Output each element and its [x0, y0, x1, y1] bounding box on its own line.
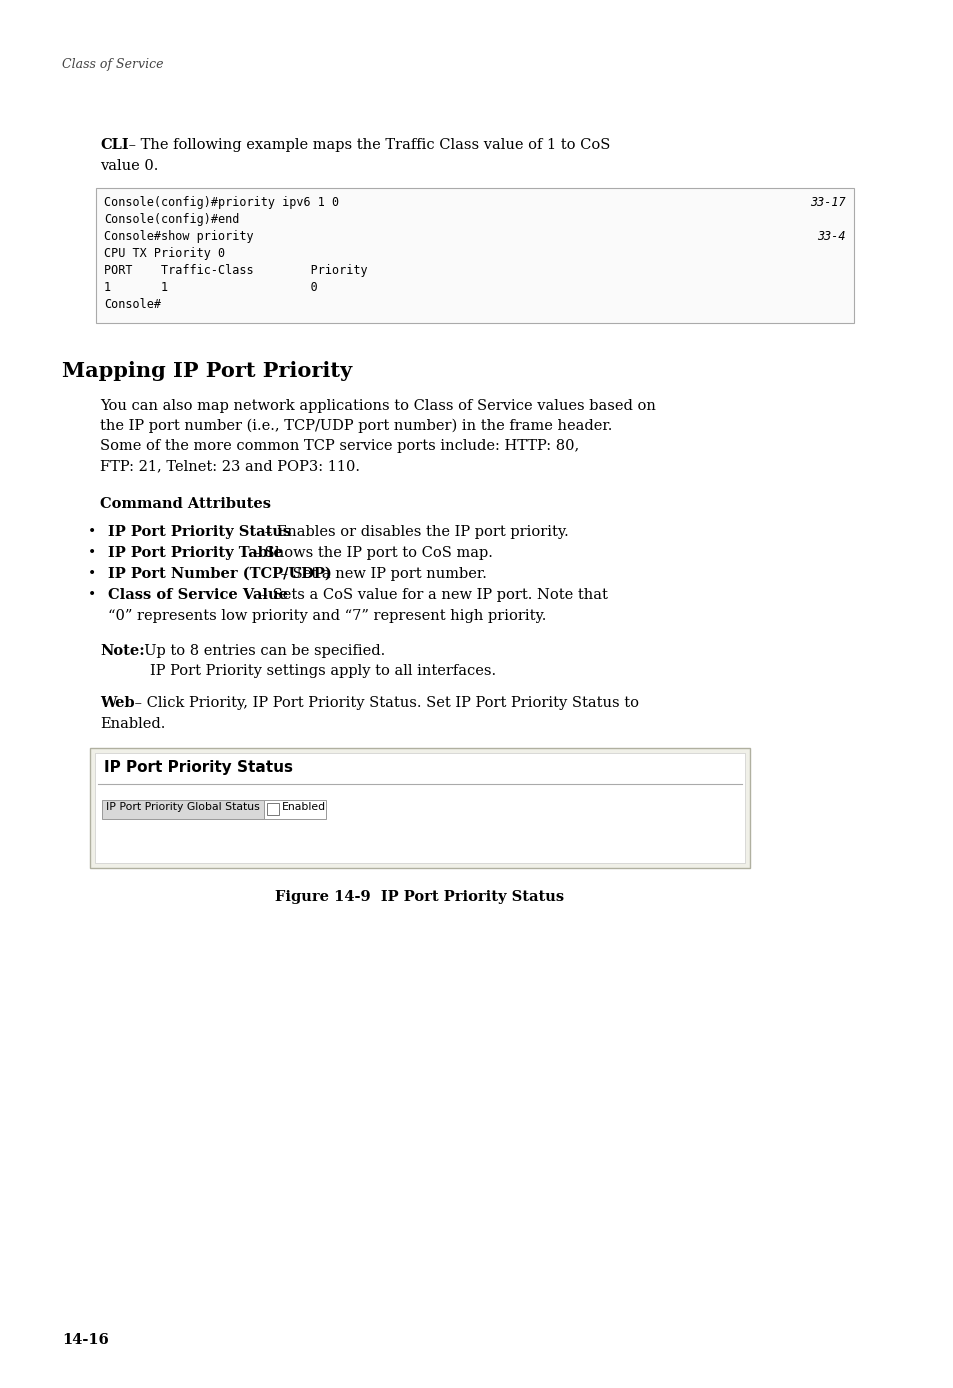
Bar: [267, 804, 278, 815]
Text: IP Port Priority Status: IP Port Priority Status: [104, 761, 293, 775]
Text: 14-16: 14-16: [62, 1332, 109, 1346]
Text: the IP port number (i.e., TCP/UDP port number) in the frame header.: the IP port number (i.e., TCP/UDP port n…: [100, 419, 612, 433]
Text: value 0.: value 0.: [100, 160, 158, 174]
Text: Mapping IP Port Priority: Mapping IP Port Priority: [62, 361, 352, 380]
Text: 1       1                    0: 1 1 0: [104, 280, 317, 294]
Text: Console#: Console#: [104, 298, 161, 311]
Text: – Sets a CoS value for a new IP port. Note that: – Sets a CoS value for a new IP port. No…: [255, 589, 607, 602]
Text: Figure 14-9  IP Port Priority Status: Figure 14-9 IP Port Priority Status: [275, 890, 564, 904]
Bar: [90, 748, 749, 868]
Bar: [102, 799, 264, 819]
Text: “0” represents low priority and “7” represent high priority.: “0” represents low priority and “7” repr…: [108, 609, 546, 623]
Text: Command Attributes: Command Attributes: [100, 497, 271, 511]
Text: •: •: [88, 545, 96, 559]
Text: PORT    Traffic-Class        Priority: PORT Traffic-Class Priority: [104, 264, 367, 278]
Text: IP Port Priority Table: IP Port Priority Table: [108, 545, 283, 559]
Text: CPU TX Priority 0: CPU TX Priority 0: [104, 247, 225, 260]
Bar: [96, 187, 853, 323]
Bar: [95, 754, 744, 863]
Text: IP Port Priority Status: IP Port Priority Status: [108, 525, 291, 539]
Text: 33-4: 33-4: [817, 230, 845, 243]
Text: Console(config)#priority ipv6 1 0: Console(config)#priority ipv6 1 0: [104, 196, 338, 210]
Bar: [264, 799, 326, 819]
Text: •: •: [88, 525, 96, 539]
Text: Class of Service Value: Class of Service Value: [108, 589, 288, 602]
Text: Enabled: Enabled: [282, 802, 326, 812]
Text: – Enables or disables the IP port priority.: – Enables or disables the IP port priori…: [260, 525, 568, 539]
Text: – Click Priority, IP Port Priority Status. Set IP Port Priority Status to: – Click Priority, IP Port Priority Statu…: [130, 695, 639, 711]
Text: 33-17: 33-17: [809, 196, 845, 210]
Text: – The following example maps the Traffic Class value of 1 to CoS: – The following example maps the Traffic…: [124, 137, 610, 153]
Text: – Set a new IP port number.: – Set a new IP port number.: [275, 568, 486, 582]
Text: Note:: Note:: [100, 644, 145, 658]
Text: – Shows the IP port to CoS map.: – Shows the IP port to CoS map.: [248, 545, 493, 559]
Text: •: •: [88, 589, 96, 602]
Text: IP Port Priority Global Status: IP Port Priority Global Status: [106, 802, 259, 812]
Text: IP Port Number (TCP/UDP): IP Port Number (TCP/UDP): [108, 568, 332, 582]
Text: Console(config)#end: Console(config)#end: [104, 212, 239, 226]
Text: Enabled.: Enabled.: [100, 718, 165, 731]
Text: Up to 8 entries can be specified.: Up to 8 entries can be specified.: [135, 644, 385, 658]
Text: Some of the more common TCP service ports include: HTTP: 80,: Some of the more common TCP service port…: [100, 439, 578, 452]
Text: FTP: 21, Telnet: 23 and POP3: 110.: FTP: 21, Telnet: 23 and POP3: 110.: [100, 459, 359, 473]
Text: •: •: [88, 568, 96, 582]
Text: CLI: CLI: [100, 137, 129, 153]
Text: IP Port Priority settings apply to all interfaces.: IP Port Priority settings apply to all i…: [150, 663, 496, 677]
Text: Console#show priority: Console#show priority: [104, 230, 253, 243]
Text: You can also map network applications to Class of Service values based on: You can also map network applications to…: [100, 398, 656, 414]
Text: Web: Web: [100, 695, 134, 711]
Text: Class of Service: Class of Service: [62, 58, 163, 71]
